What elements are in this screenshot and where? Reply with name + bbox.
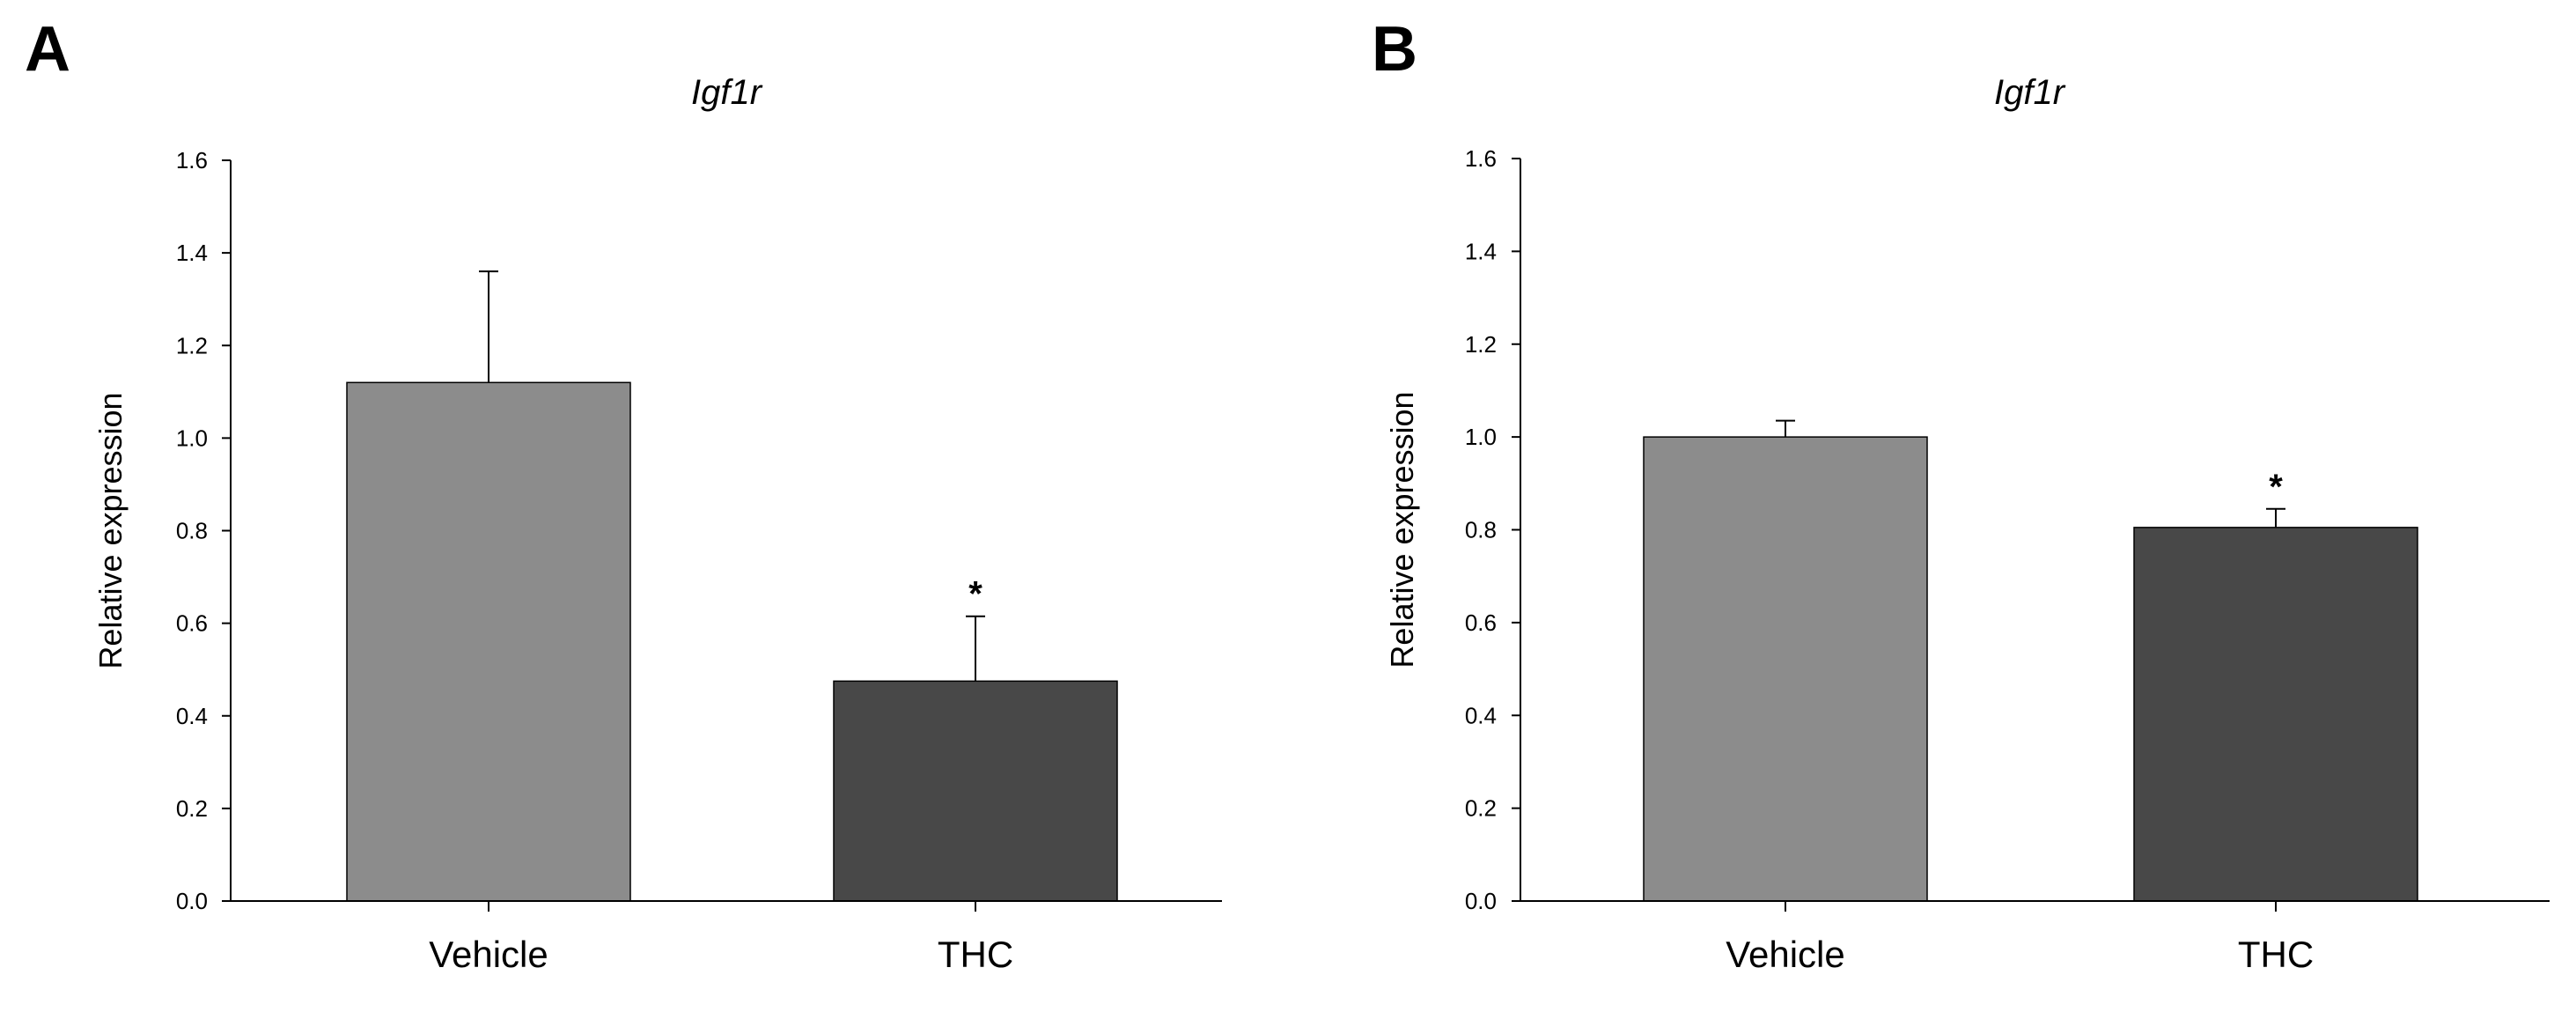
- panel-a-y-tick-label: 0.0: [176, 888, 208, 914]
- panel-b-y-tick-label: 0.8: [1465, 517, 1497, 543]
- panel-a-label: A: [25, 14, 70, 85]
- panel-a-y-axis-label: Relative expression: [92, 392, 129, 669]
- panel-a-y-tick-label: 1.2: [176, 332, 208, 358]
- panel-b-title: Igf1r: [1994, 73, 2066, 112]
- panel-a-y-tick-label: 0.6: [176, 610, 208, 637]
- panel-b-y-tick-label: 0.4: [1465, 702, 1497, 728]
- panel-b-bar-vehicle: [1643, 436, 1928, 902]
- panel-b-y-tick-label: 0.0: [1465, 888, 1497, 914]
- panel-b-significance-thc: *: [2269, 468, 2283, 506]
- panel-b-y-tick-label: 1.0: [1465, 424, 1497, 450]
- panel-b-y-tick-label: 1.4: [1465, 238, 1497, 264]
- panel-a-bar-thc: [833, 680, 1118, 902]
- panel-b-y-tick-label: 1.6: [1465, 145, 1497, 172]
- panel-b-y-axis-label: Relative expression: [1384, 391, 1420, 668]
- panel-b-bar-thc: [2133, 527, 2418, 902]
- panel-a-y-tick-label: 0.2: [176, 795, 208, 822]
- panel-a-y-tick-label: 1.4: [176, 240, 208, 266]
- panel-b-label: B: [1372, 14, 1417, 85]
- panel-a-x-tick-label-vehicle: Vehicle: [429, 934, 548, 975]
- panel-b-x-tick-label-thc: THC: [2238, 934, 2314, 975]
- panel-a-y-tick-label: 0.4: [176, 703, 208, 729]
- panel-a-x-tick-label-thc: THC: [938, 934, 1013, 975]
- panel-a-y-tick-label: 1.6: [176, 147, 208, 174]
- panel-b-y-tick-label: 0.6: [1465, 609, 1497, 636]
- panel-a-significance-thc: *: [968, 575, 983, 614]
- panel-b-y-tick-label: 0.2: [1465, 795, 1497, 822]
- panel-a-bar-vehicle: [346, 381, 631, 902]
- panel-a-y-tick-label: 0.8: [176, 518, 208, 544]
- panel-a-title: Igf1r: [691, 73, 763, 112]
- panel-b-y-tick-label: 1.2: [1465, 331, 1497, 358]
- panel-a-y-tick-label: 1.0: [176, 425, 208, 451]
- panel-b-x-tick-label-vehicle: Vehicle: [1726, 934, 1844, 975]
